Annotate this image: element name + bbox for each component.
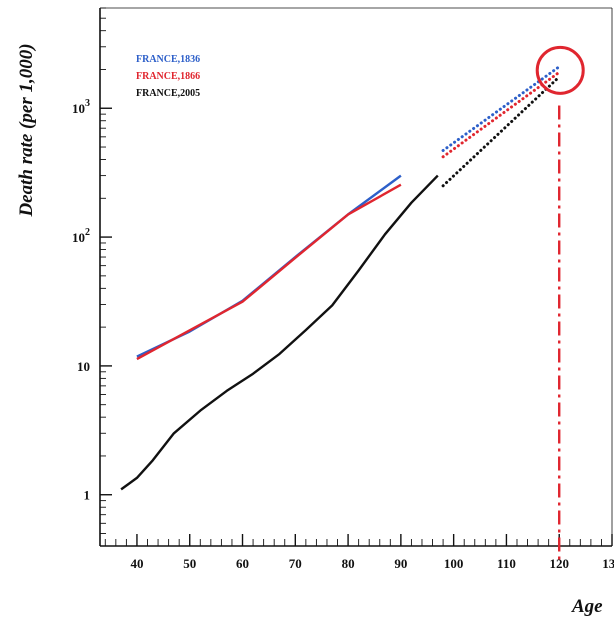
legend-entry: FRANCE,2005: [136, 88, 200, 99]
y-tick-label: 103: [72, 98, 90, 116]
y-axis-ticks: 1 10 102 103: [72, 7, 112, 547]
series-line-france-1836-extrapolated: [441, 65, 561, 152]
highlight-circle: [535, 45, 585, 95]
series-line-france-2005: [120, 174, 439, 491]
legend-entry: FRANCE,1866: [136, 71, 200, 82]
legend: FRANCE,1836 FRANCE,1866 FRANCE,2005: [136, 54, 200, 99]
y-tick-label: 10: [77, 359, 90, 374]
x-tick-label: 70: [289, 556, 302, 571]
x-tick-label: 50: [183, 556, 196, 571]
annotations-layer: [535, 45, 585, 564]
legend-entry: FRANCE,1836: [136, 54, 200, 65]
series-line-france-1866-extrapolated: [441, 70, 561, 159]
x-tick-label: 100: [444, 556, 464, 571]
x-tick-label: 60: [236, 556, 249, 571]
x-tick-label: 120: [549, 556, 569, 571]
series-line-france-1866: [136, 183, 402, 361]
x-tick-label: 40: [130, 556, 143, 571]
x-tick-label: 80: [342, 556, 355, 571]
x-tick-label: 130: [602, 556, 614, 571]
y-tick-label: 102: [72, 227, 90, 245]
series-line-france-2005-extrapolated: [441, 75, 561, 188]
x-axis-ticks: 40 50 60 70 80 90 100 110 120 130: [104, 534, 614, 571]
y-tick-label: 1: [84, 488, 91, 503]
x-axis-title: Age: [571, 596, 603, 617]
x-tick-label: 90: [394, 556, 407, 571]
y-axis-title: Death rate (per 1,000): [16, 43, 37, 217]
x-tick-label: 110: [497, 556, 516, 571]
series-layer: [120, 65, 561, 491]
